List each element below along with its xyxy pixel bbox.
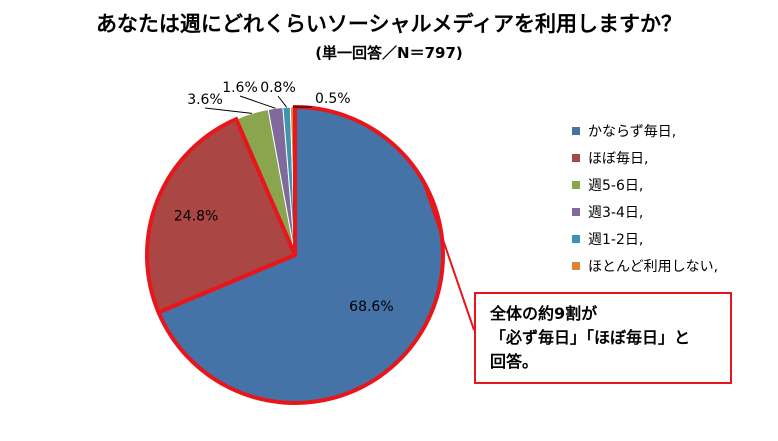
legend-label: 週3-4日, bbox=[588, 204, 644, 221]
slice-highlight bbox=[145, 116, 298, 315]
legend-swatch bbox=[572, 180, 580, 189]
leader-line bbox=[204, 107, 252, 114]
legend-item: 週1-2日, bbox=[572, 225, 718, 252]
data-label: 0.8% bbox=[260, 80, 296, 96]
chart-subtitle: (単一回答／N＝797) bbox=[315, 44, 463, 62]
legend-label: 週1-2日, bbox=[588, 231, 644, 248]
legend-label: 週5-6日, bbox=[588, 177, 644, 194]
leader-line bbox=[239, 95, 276, 109]
legend-item: かならず毎日, bbox=[572, 117, 718, 144]
leader-line bbox=[277, 95, 288, 108]
legend-swatch bbox=[572, 234, 580, 243]
data-label: 1.6% bbox=[222, 80, 258, 96]
callout-line: 「必ず毎日」「ほぼ毎日」と bbox=[490, 328, 691, 347]
legend-label: かならず毎日, bbox=[588, 123, 677, 140]
legend-item: 週3-4日, bbox=[572, 198, 718, 225]
callout-box: 全体の約9割が 「必ず毎日」「ほぼ毎日」と 回答。 bbox=[474, 292, 732, 384]
chart-title: あなたは週にどれくらいソーシャルメディアを利用しますか？ bbox=[95, 12, 683, 36]
data-label: 3.6% bbox=[187, 92, 223, 108]
legend-item: ほとんど利用しない, bbox=[572, 252, 718, 279]
legend-label: ほぼ毎日, bbox=[588, 150, 649, 167]
callout-line: 全体の約9割が bbox=[490, 304, 598, 323]
legend: かならず毎日, ほぼ毎日, 週5-6日, 週3-4日, 週1-2日, ほとんど利… bbox=[572, 117, 718, 279]
callout-line: 回答。 bbox=[490, 352, 539, 371]
data-label: 68.6% bbox=[349, 299, 393, 315]
legend-swatch bbox=[572, 153, 580, 162]
data-label: 0.5% bbox=[315, 91, 351, 107]
slice-highlight bbox=[155, 104, 445, 405]
legend-swatch bbox=[572, 261, 580, 270]
data-label: 24.8% bbox=[174, 208, 218, 224]
legend-swatch bbox=[572, 126, 580, 135]
legend-item: ほぼ毎日, bbox=[572, 144, 718, 171]
legend-swatch bbox=[572, 207, 580, 216]
legend-item: 週5-6日, bbox=[572, 171, 718, 198]
callout-connector bbox=[421, 179, 475, 331]
legend-label: ほとんど利用しない, bbox=[588, 258, 719, 275]
